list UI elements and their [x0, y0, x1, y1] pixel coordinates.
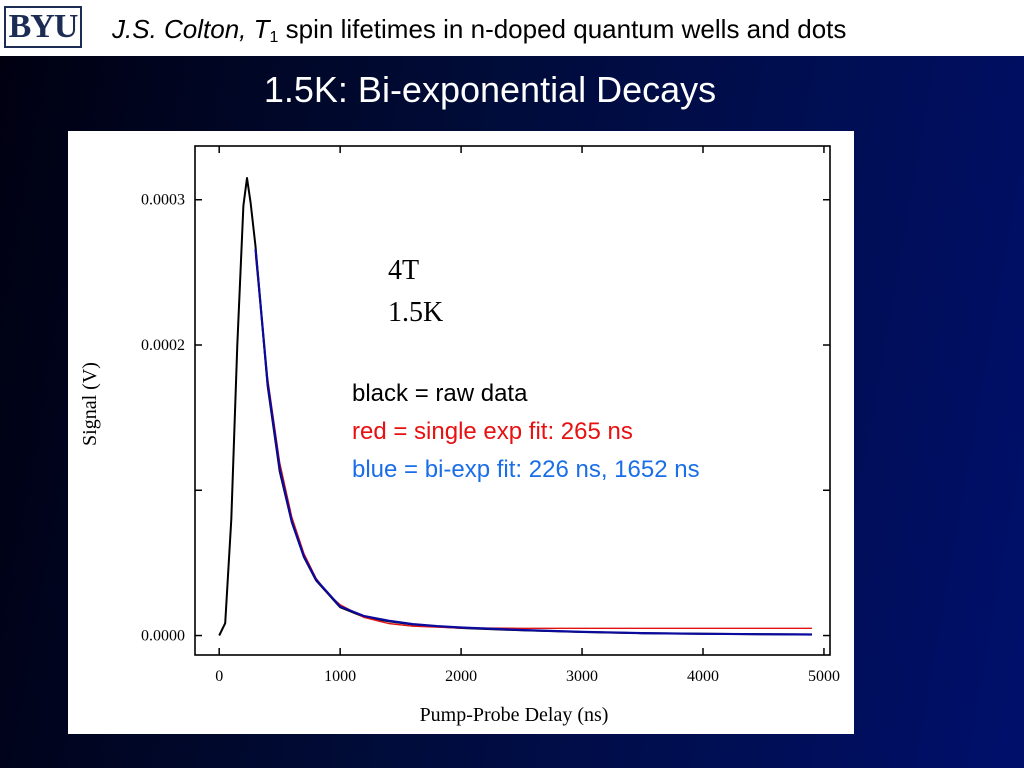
legend-bi-fit: blue = bi-exp fit: 226 ns, 1652 ns: [352, 456, 700, 483]
header-title: J.S. Colton, T1 spin lifetimes in n-dope…: [112, 12, 846, 46]
y-tick-label: 0.0000: [141, 628, 185, 645]
x-tick-label: 2000: [445, 668, 477, 685]
chart-panel: 0 1000 2000 3000 4000 5000 0.0000 0.0002 0.0003…: [68, 131, 854, 734]
logo-text: BYU: [8, 8, 79, 45]
byu-logo: BYU: [4, 6, 82, 48]
x-axis-label: Pump-Probe Delay (ns): [420, 704, 609, 726]
legend-single-fit: red = single exp fit: 265 ns: [352, 418, 633, 445]
x-tick-label: 5000: [808, 668, 840, 685]
series-layer: [218, 177, 812, 636]
header-t-subscript: 1: [269, 29, 279, 46]
y-axis-label: Signal (V): [79, 362, 101, 446]
header-t-symbol: T: [253, 14, 270, 44]
y-axis-ticks: 0.0000 0.0002 0.0003: [141, 192, 830, 645]
x-tick-label: 1000: [324, 668, 356, 685]
x-axis-ticks: 0 1000 2000 3000 4000 5000: [215, 146, 840, 685]
slide-title: 1.5K: Bi-exponential Decays: [263, 69, 717, 110]
decay-chart: 0 1000 2000 3000 4000 5000 0.0000 0.0002 0.0003…: [79, 145, 840, 726]
annotation-field: 4T: [388, 255, 419, 286]
y-tick-label: 0.0002: [141, 337, 185, 354]
x-tick-label: 0: [215, 668, 223, 685]
y-tick-label: 0.0003: [141, 192, 185, 209]
header-author: J.S. Colton,: [112, 14, 254, 44]
slide-header: BYU J.S. Colton, T1 spin lifetimes in n-…: [0, 0, 1024, 56]
series-bi-fit-line: [254, 249, 812, 636]
header-title-rest: spin lifetimes in n-doped quantum wells …: [278, 14, 847, 44]
annotation-temperature: 1.5K: [388, 297, 443, 328]
plot-frame: [194, 145, 831, 656]
x-tick-label: 3000: [566, 668, 598, 685]
logo-frame: [4, 6, 82, 48]
legend: black = raw data red = single exp fit: 2…: [352, 375, 832, 489]
x-tick-label: 4000: [687, 668, 719, 685]
legend-raw: black = raw data: [352, 380, 528, 407]
